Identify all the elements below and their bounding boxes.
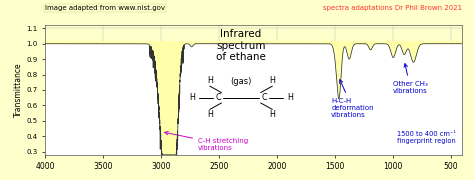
Text: C-H stretching
vibrations: C-H stretching vibrations [164, 131, 248, 151]
Text: Other CH₃
vibrations: Other CH₃ vibrations [392, 64, 428, 94]
Y-axis label: Transmittance: Transmittance [14, 63, 23, 117]
Text: C: C [261, 93, 267, 102]
Text: H-C-H
deformation
vibrations: H-C-H deformation vibrations [331, 80, 374, 118]
Text: H: H [207, 110, 213, 119]
Text: 1500 to 400 cm⁻¹
fingerprint region: 1500 to 400 cm⁻¹ fingerprint region [397, 131, 456, 144]
Text: H: H [207, 76, 213, 86]
Text: H: H [287, 93, 293, 102]
Text: Infrared
spectrum
of ethane: Infrared spectrum of ethane [216, 29, 266, 62]
Text: spectra adaptations Dr Phil Brown 2021: spectra adaptations Dr Phil Brown 2021 [323, 5, 462, 11]
Text: C: C [215, 93, 221, 102]
Text: H: H [189, 93, 195, 102]
Text: H: H [269, 110, 275, 119]
Text: H: H [269, 76, 275, 86]
Text: (gas): (gas) [230, 77, 252, 86]
Text: Image adapted from www.nist.gov: Image adapted from www.nist.gov [45, 5, 165, 11]
